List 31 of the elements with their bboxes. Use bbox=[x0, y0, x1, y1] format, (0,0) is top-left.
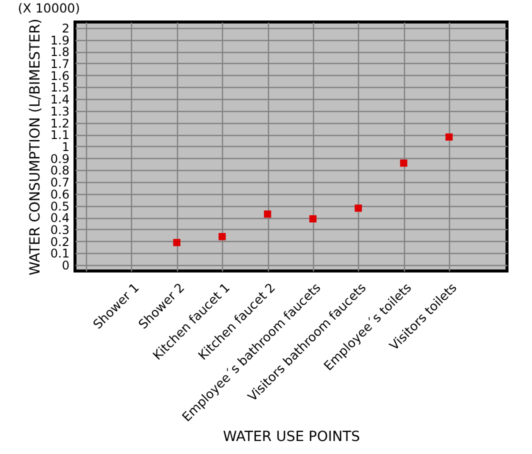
y-tick-label: 1.7 bbox=[50, 57, 70, 71]
y-tick-label: 0.8 bbox=[50, 164, 70, 178]
y-tick-label: 1.9 bbox=[50, 33, 70, 48]
y-tick-label: 0.2 bbox=[50, 234, 70, 249]
y-tick-label: 0.9 bbox=[50, 152, 70, 166]
y-tick-label: 0.4 bbox=[50, 211, 70, 226]
point bbox=[173, 238, 180, 246]
point bbox=[445, 133, 453, 141]
y-tick-label: 1.6 bbox=[50, 68, 70, 83]
y-tick-label: 2 bbox=[62, 21, 70, 36]
point bbox=[354, 204, 362, 212]
y-tick-label: 0.7 bbox=[50, 176, 70, 190]
y-tick-label: 1.2 bbox=[50, 116, 70, 130]
y-tick-label: 1.3 bbox=[50, 104, 70, 118]
y-tick-label: 1.5 bbox=[50, 80, 70, 95]
y-tick-label: 1.4 bbox=[50, 92, 70, 107]
point bbox=[400, 159, 408, 167]
point bbox=[264, 210, 272, 218]
text: (X 10000) bbox=[18, 0, 80, 16]
point bbox=[309, 215, 317, 222]
y-tick-label: 0.1 bbox=[50, 246, 70, 261]
y-tick-label: 1.8 bbox=[50, 45, 70, 60]
y-tick-label: 1 bbox=[62, 140, 70, 154]
point bbox=[218, 233, 226, 240]
y-tick-label: 0 bbox=[62, 258, 70, 273]
x-axis-title: WATER USE POINTS bbox=[222, 428, 360, 445]
y-tick-label: 0.6 bbox=[50, 187, 70, 202]
y-tick-label: 0.3 bbox=[50, 223, 70, 237]
y-tick-label: 0.5 bbox=[50, 199, 70, 214]
y-axis-title: WATER CONSUMPTION (L/BIMESTER) bbox=[27, 18, 44, 276]
y-tick-label: 1.1 bbox=[50, 128, 70, 142]
